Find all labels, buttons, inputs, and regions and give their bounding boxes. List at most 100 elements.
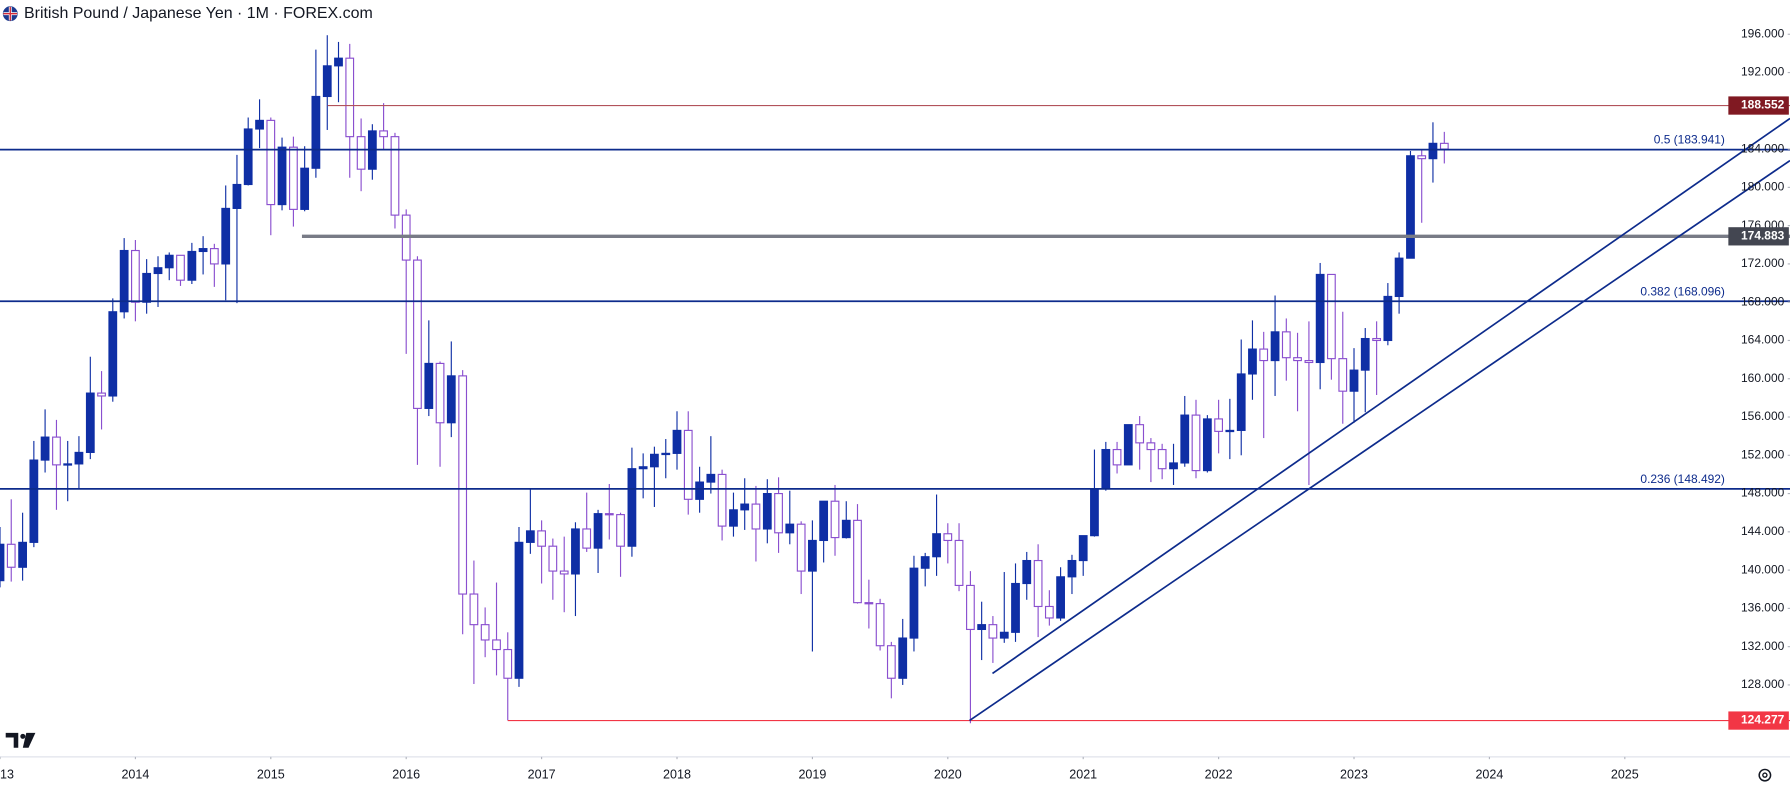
candle-body — [571, 528, 580, 575]
candle-body — [1090, 488, 1099, 537]
candle-body — [458, 375, 468, 595]
candle-body — [322, 65, 332, 98]
trendline — [968, 159, 1790, 722]
candle-body — [413, 259, 422, 409]
candle-body — [864, 602, 874, 605]
candle-body — [243, 128, 253, 186]
candle-body — [1304, 359, 1314, 364]
candle-body — [1236, 373, 1246, 431]
candle-body — [52, 436, 61, 466]
candle-body — [853, 519, 862, 604]
candle-body — [1327, 273, 1336, 360]
candle-body — [1033, 559, 1043, 608]
candle-body — [1056, 576, 1065, 619]
tradingview-logo[interactable] — [5, 732, 36, 748]
candle-body — [18, 541, 28, 568]
candle-body — [74, 451, 84, 465]
candle-body — [221, 207, 231, 265]
candle-body — [334, 57, 343, 67]
candle-body — [142, 272, 152, 303]
candle-body — [988, 624, 998, 639]
fib-level-label: 0.236 (148.492) — [1640, 472, 1725, 486]
candle-body — [164, 254, 174, 269]
candle-body — [446, 375, 456, 424]
candle-body — [1360, 337, 1370, 371]
candle-body — [627, 468, 637, 547]
candle-body — [108, 311, 118, 397]
candle-body — [277, 146, 287, 206]
x-tick-label: 2022 — [1205, 767, 1233, 781]
fib-level-label: 0.5 (183.941) — [1654, 133, 1725, 147]
candle-body — [131, 249, 140, 303]
settings-button[interactable] — [1758, 768, 1772, 782]
candle-body — [1338, 358, 1348, 392]
candle-body — [1180, 414, 1190, 464]
candle-body — [966, 584, 975, 631]
candle-body — [300, 167, 310, 210]
candle-body — [1394, 257, 1404, 298]
candle-body — [1044, 605, 1054, 619]
candle-body — [672, 429, 682, 454]
y-tick-label: 132.000 — [1741, 639, 1785, 653]
candle-body — [819, 500, 829, 542]
candle-body — [774, 492, 783, 534]
candle-body — [943, 533, 953, 542]
candle-body — [1293, 357, 1302, 362]
candle-body — [176, 254, 185, 281]
candle-body — [616, 514, 625, 547]
candle-body — [153, 267, 163, 275]
candle-body — [266, 119, 276, 206]
y-tick-label: 172.000 — [1741, 256, 1785, 270]
trendline — [991, 117, 1790, 675]
x-tick-label: 2017 — [528, 767, 556, 781]
candle-body — [1011, 582, 1020, 633]
candle-body — [1372, 337, 1382, 342]
symbol-flag — [2, 6, 18, 22]
candle-body — [345, 57, 355, 138]
candle-body — [255, 119, 264, 130]
candle-body — [604, 513, 614, 516]
candle-body — [232, 183, 242, 209]
candle-body — [1157, 448, 1167, 470]
y-tick-label: 136.000 — [1741, 601, 1785, 615]
candle-body — [97, 392, 106, 397]
candle-body — [6, 543, 16, 568]
candle-body — [0, 543, 5, 582]
candle-body — [729, 509, 738, 527]
x-tick-label: 2019 — [798, 767, 826, 781]
candle-body — [661, 452, 671, 456]
candle-body — [785, 523, 795, 534]
candle-body — [1349, 369, 1359, 392]
candle-body — [209, 248, 219, 265]
candle-body — [808, 539, 817, 572]
candle-body — [1112, 448, 1122, 466]
candle-body — [1169, 462, 1178, 470]
y-tick-label: 180.000 — [1741, 180, 1785, 194]
candle-body — [683, 429, 693, 500]
candle-body — [29, 459, 39, 543]
candle-body — [1248, 348, 1257, 375]
candle-body — [841, 519, 851, 539]
y-tick-label: 196.000 — [1741, 26, 1785, 40]
candle-body — [977, 624, 987, 631]
candle-body — [503, 648, 513, 679]
candle-body — [1022, 559, 1032, 585]
candle-body — [480, 624, 490, 641]
y-tick-label: 152.000 — [1741, 447, 1785, 461]
candle-body — [492, 639, 501, 651]
candle-body — [830, 500, 840, 539]
y-tick-label: 128.000 — [1741, 677, 1785, 691]
candle-body — [1101, 448, 1111, 490]
candle-body — [740, 503, 750, 511]
x-tick-label: 2021 — [1069, 767, 1097, 781]
candle-body — [1259, 348, 1269, 362]
candle-body — [311, 95, 321, 169]
candle-body — [999, 631, 1009, 639]
candle-body — [525, 530, 535, 543]
candle-body — [954, 539, 964, 586]
candle-body — [1202, 418, 1212, 472]
candle-body — [198, 248, 208, 253]
candle-body — [187, 250, 197, 281]
y-tick-label: 164.000 — [1741, 333, 1785, 347]
chart-title: British Pound / Japanese Yen · 1M · FORE… — [24, 5, 373, 22]
